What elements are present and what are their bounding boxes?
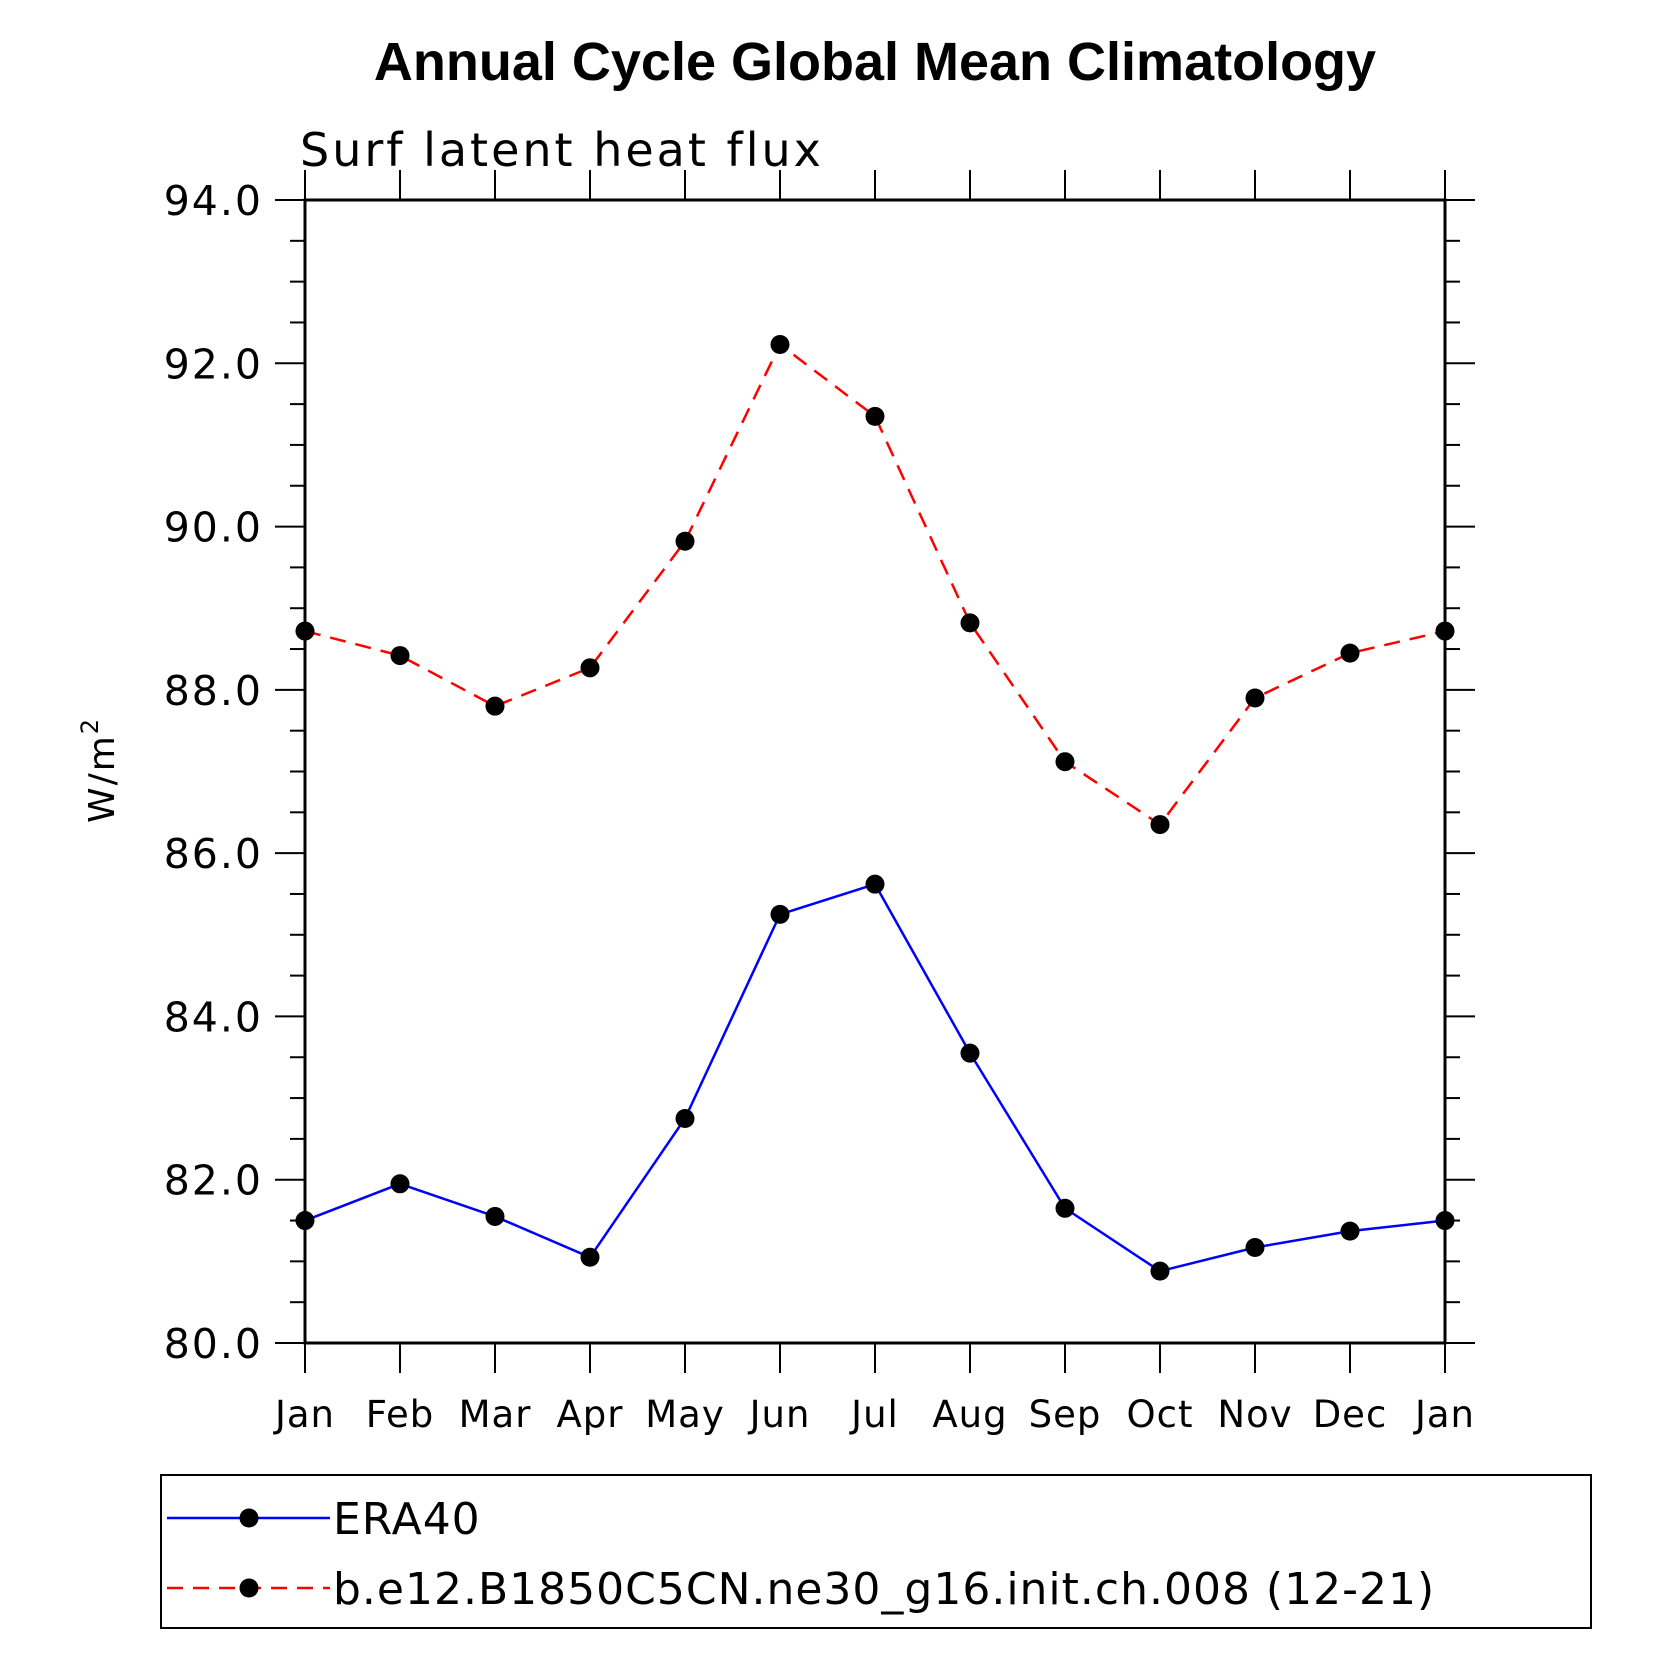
series-1-point: [1150, 1261, 1170, 1281]
legend-marker-1: [239, 1508, 259, 1528]
series-2-point: [580, 658, 600, 678]
series-1-point: [295, 1211, 315, 1231]
series-2-point: [1340, 643, 1360, 663]
series-1-point: [675, 1108, 695, 1128]
plot-area: 80.0 82.0 84.0 86.0 88.0 90.0 92.0 94.0 Jan Feb Ma…: [164, 170, 1475, 1436]
x-tick-label: Aug: [932, 1393, 1007, 1436]
legend-label-1: ERA40: [333, 1494, 481, 1545]
y-tick-label: 80.0: [164, 1320, 263, 1368]
series-2-point: [960, 613, 980, 633]
series-2-point: [485, 696, 505, 716]
series-2-point: [1435, 621, 1455, 641]
y-tick-label: 82.0: [164, 1157, 263, 1205]
x-tick-label: Sep: [1029, 1393, 1102, 1436]
y-tick-label: 94.0: [164, 177, 263, 225]
series-2-point: [1055, 752, 1075, 772]
y-axis-label: W/m2: [76, 717, 123, 823]
chart-title: Annual Cycle Global Mean Climatology: [374, 32, 1376, 92]
y-tick-label: 84.0: [164, 993, 263, 1041]
x-tick-label: Jan: [1413, 1393, 1475, 1436]
series-1-point: [580, 1247, 600, 1267]
series-1-point: [485, 1206, 505, 1226]
legend-box: [160, 1474, 1592, 1629]
x-tick-label: Dec: [1313, 1393, 1388, 1436]
series-2-point: [1245, 688, 1265, 708]
legend: ERA40 b.e12.B1850C5CN.ne30_g16.init.ch.00…: [160, 1474, 1592, 1629]
series-1-point: [390, 1174, 410, 1194]
series-2-point: [1150, 815, 1170, 835]
series-2-point: [770, 335, 790, 355]
y-axis-label-base: W/m: [82, 734, 123, 823]
x-tick-label: Oct: [1127, 1393, 1194, 1436]
series-1-point: [770, 904, 790, 924]
series-2-point: [295, 621, 315, 641]
series-1-point: [1435, 1211, 1455, 1231]
x-tick-label: Mar: [459, 1393, 532, 1436]
y-tick-label: 88.0: [164, 667, 263, 715]
x-tick-label: May: [645, 1393, 725, 1436]
series-1-point: [865, 874, 885, 894]
series-1-point: [1055, 1198, 1075, 1218]
legend-marker-2: [239, 1578, 259, 1598]
series-1-point: [1340, 1221, 1360, 1241]
series-2-point: [675, 531, 695, 551]
y-axis-label-superscript: 2: [76, 717, 104, 734]
series-1-point: [960, 1043, 980, 1063]
series-line-1: [304, 882, 1446, 1273]
chart-subtitle: Surf latent heat flux: [300, 123, 824, 177]
x-tick-label: Feb: [366, 1393, 435, 1436]
plot-frame: [303, 198, 1447, 1345]
x-tick-label: Jan: [273, 1393, 335, 1436]
y-tick-label: 92.0: [164, 340, 263, 388]
x-tick-label: Apr: [556, 1393, 623, 1436]
x-tick-label: Jun: [748, 1393, 811, 1436]
series-1-point: [1245, 1237, 1265, 1257]
series-2-point: [865, 406, 885, 426]
series-2-point: [390, 646, 410, 666]
y-tick-label: 86.0: [164, 830, 263, 878]
legend-label-2: b.e12.B1850C5CN.ne30_g16.init.ch.008 (12…: [333, 1564, 1435, 1615]
y-tick-label: 90.0: [164, 504, 263, 552]
x-tick-label: Nov: [1217, 1393, 1292, 1436]
x-tick-label: Jul: [849, 1393, 899, 1436]
